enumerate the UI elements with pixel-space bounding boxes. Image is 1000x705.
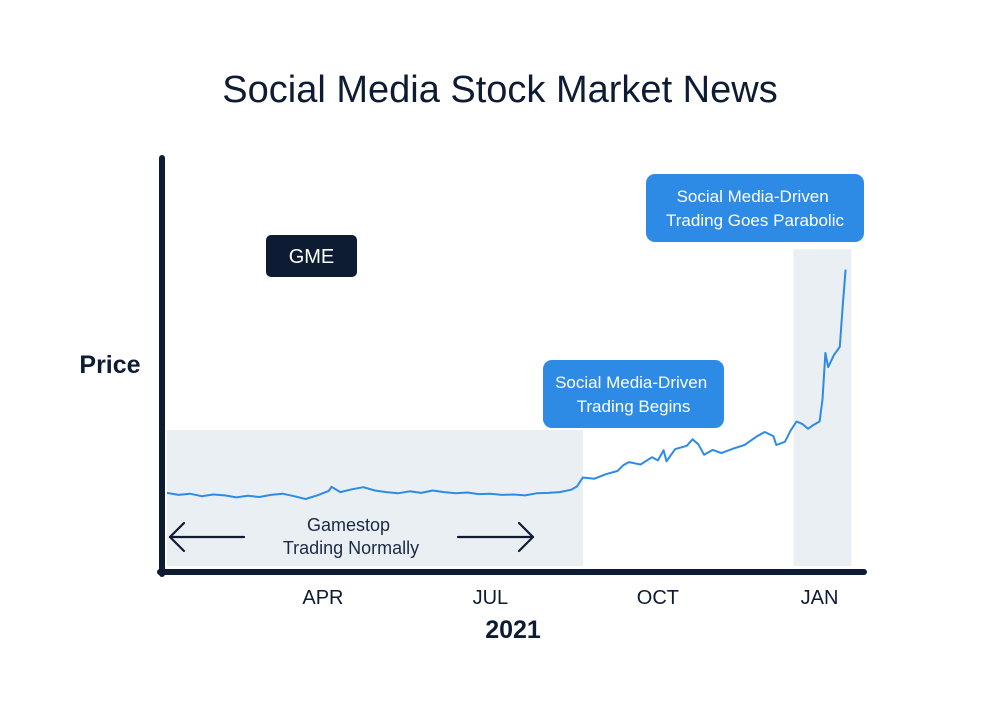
gme-price-line	[166, 269, 847, 500]
x-tick-labels: APR JUL OCT JAN	[302, 587, 838, 609]
callout-trading-begins: Social Media-Driven Trading Begins	[543, 360, 724, 428]
x-tick-apr: APR	[302, 587, 343, 609]
callout-goes-parabolic-bg	[646, 174, 864, 242]
chart-title: Social Media Stock Market News	[222, 69, 777, 111]
normal-trading-label: Gamestop Trading Normally	[283, 515, 419, 558]
x-axis-label: 2021	[485, 616, 541, 644]
legend-badge-label: GME	[289, 246, 335, 268]
normal-trading-arrows	[168, 521, 535, 553]
callout-goes-parabolic: Social Media-Driven Trading Goes Parabol…	[646, 174, 864, 242]
legend-badge: GME	[266, 235, 357, 277]
callout-trading-begins-text: Social Media-Driven Trading Begins	[555, 373, 712, 416]
x-tick-oct: OCT	[637, 587, 679, 609]
callout-goes-parabolic-text: Social Media-Driven Trading Goes Parabol…	[666, 187, 844, 230]
left-arrow-head	[168, 521, 186, 553]
shaded-region-2	[793, 249, 852, 566]
x-tick-jul: JUL	[473, 587, 509, 609]
callout-trading-begins-bg	[543, 360, 724, 428]
y-axis-label: Price	[79, 351, 140, 379]
x-tick-jan: JAN	[801, 587, 839, 609]
right-arrow-head	[517, 521, 535, 553]
legend-badge-bg	[266, 235, 357, 277]
shaded-regions	[167, 249, 852, 566]
